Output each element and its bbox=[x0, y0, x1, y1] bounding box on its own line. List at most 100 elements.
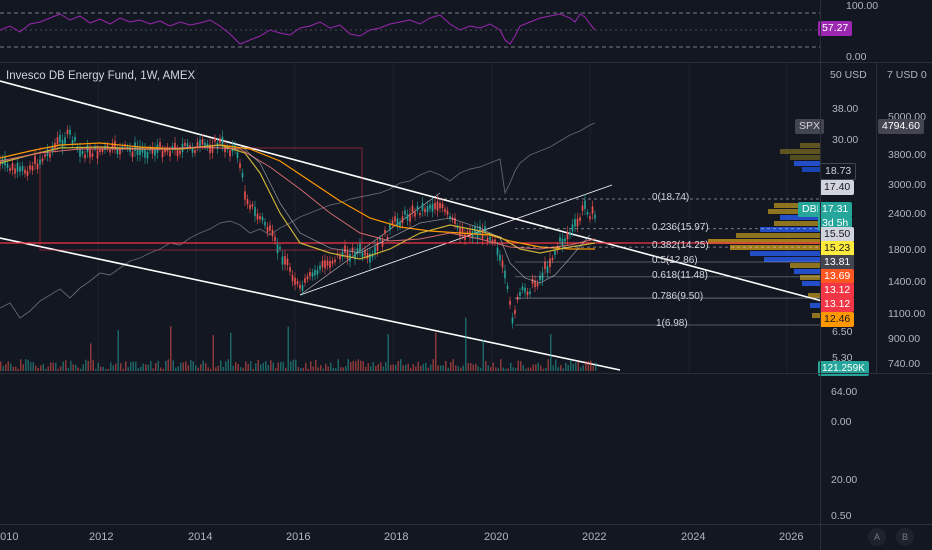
year-label: 2010 bbox=[0, 531, 19, 543]
volume-profile-row bbox=[708, 239, 820, 244]
candle-body bbox=[561, 238, 564, 247]
lower-pane[interactable]: 64.00 0.00 20.00 0.50 bbox=[0, 374, 932, 524]
volume-bar bbox=[257, 359, 259, 371]
fib-level-label: 1(6.98) bbox=[656, 318, 688, 329]
volume-bar bbox=[402, 365, 404, 371]
lower-scale-label: 64.00 bbox=[831, 386, 858, 398]
price-level-tag: 13.12 bbox=[820, 297, 855, 312]
volume-bar bbox=[447, 367, 449, 371]
volume-bar bbox=[335, 368, 337, 371]
candle-body bbox=[591, 206, 594, 214]
chart-title[interactable]: Invesco DB Energy Fund, 1W, AMEX bbox=[6, 70, 196, 82]
volume-bar bbox=[537, 362, 539, 371]
dbe-price-tag: 17.31 bbox=[818, 202, 853, 217]
candle-body bbox=[434, 202, 436, 210]
volume-bar bbox=[232, 365, 234, 371]
candle-body bbox=[406, 214, 409, 221]
candle-body bbox=[196, 142, 199, 147]
candle-body bbox=[206, 143, 209, 148]
candle-body bbox=[326, 260, 329, 266]
candle-body bbox=[286, 258, 289, 266]
volume-bar bbox=[100, 366, 102, 371]
candle-body bbox=[346, 251, 349, 260]
volume-bar bbox=[242, 367, 244, 371]
rsi-pane[interactable]: 100.00 57.27 0.00 bbox=[0, 0, 932, 63]
time-axis[interactable]: 2010 2012 2014 2016 2018 2020 2022 2024 … bbox=[0, 525, 932, 550]
volume-bar bbox=[492, 362, 494, 371]
main-pane[interactable]: Invesco DB Energy Fund, 1W, AMEX 50 USD … bbox=[0, 63, 932, 376]
volume-bar bbox=[355, 361, 357, 371]
volume-bar bbox=[510, 362, 512, 371]
candle-body bbox=[386, 236, 389, 240]
volume-bar bbox=[260, 364, 262, 371]
candle-body bbox=[21, 165, 24, 171]
volume-bar bbox=[185, 361, 187, 371]
fib-level-label: 0.5(12.86) bbox=[652, 255, 698, 266]
candle-body bbox=[49, 153, 51, 158]
candle-body bbox=[294, 277, 296, 285]
candle-body bbox=[184, 142, 186, 146]
volume-bar bbox=[360, 360, 362, 371]
auto-scale-button[interactable]: A bbox=[868, 528, 886, 546]
volume-bar bbox=[325, 363, 327, 371]
volume-bar bbox=[340, 367, 342, 371]
candle-body bbox=[411, 205, 414, 213]
volume-bar bbox=[575, 362, 577, 371]
price-axis-divider bbox=[820, 0, 821, 550]
volume-bar bbox=[217, 365, 219, 371]
candle-body bbox=[144, 149, 146, 158]
volume-bar bbox=[285, 367, 287, 371]
pane-divider-top[interactable] bbox=[0, 62, 932, 63]
volume-bar bbox=[400, 359, 402, 371]
candle-body bbox=[584, 200, 586, 209]
price-level-tag: 15.23 bbox=[820, 241, 855, 256]
year-label: 2014 bbox=[188, 531, 213, 543]
candle-body bbox=[321, 260, 324, 268]
currency-right[interactable]: 7 USD 0 bbox=[887, 69, 927, 81]
candle-body bbox=[549, 258, 551, 268]
candle-body bbox=[339, 255, 341, 260]
bars-button[interactable]: B bbox=[896, 528, 914, 546]
volume-bar bbox=[280, 361, 282, 371]
candle-body bbox=[489, 236, 491, 241]
volume-bar bbox=[545, 368, 547, 371]
candle-body bbox=[36, 163, 39, 169]
candle-body bbox=[276, 244, 279, 254]
volume-bar bbox=[382, 366, 384, 371]
candle-body bbox=[176, 149, 179, 157]
volume-bar bbox=[332, 367, 334, 371]
candle-body bbox=[464, 234, 466, 240]
volume-bar bbox=[95, 368, 97, 371]
volume-bar bbox=[220, 360, 222, 371]
volume-bar bbox=[110, 362, 112, 371]
price-level-tag: 13.12 bbox=[820, 283, 855, 298]
pane-divider-bottom[interactable] bbox=[0, 373, 932, 374]
candle-body bbox=[204, 142, 206, 147]
volume-bar bbox=[150, 360, 152, 371]
fib-level-label: 0(18.74) bbox=[652, 192, 690, 203]
currency-left[interactable]: 50 USD bbox=[830, 69, 867, 81]
volume-bar bbox=[142, 363, 144, 371]
candle-body bbox=[99, 149, 101, 153]
volume-bar bbox=[5, 364, 7, 371]
volume-bar bbox=[585, 361, 587, 371]
volume-bar bbox=[282, 361, 284, 371]
volume-bar bbox=[87, 360, 89, 371]
candle-body bbox=[266, 226, 269, 233]
candle-body bbox=[581, 205, 584, 211]
volume-bar bbox=[292, 359, 294, 371]
spx-symbol-tag[interactable]: SPX bbox=[795, 119, 825, 134]
year-label: 2018 bbox=[384, 531, 409, 543]
volume-bar bbox=[230, 332, 232, 371]
volume-bar bbox=[72, 364, 74, 371]
volume-bar bbox=[522, 365, 524, 371]
volume-profile-row bbox=[774, 203, 820, 208]
volume-bar bbox=[367, 363, 369, 371]
candle-body bbox=[484, 226, 486, 233]
volume-bar bbox=[515, 367, 517, 371]
candle-body bbox=[139, 146, 141, 155]
year-label: 2020 bbox=[484, 531, 509, 543]
volume-bar bbox=[470, 363, 472, 371]
volume-bar bbox=[587, 361, 589, 371]
candle-body bbox=[446, 210, 449, 215]
